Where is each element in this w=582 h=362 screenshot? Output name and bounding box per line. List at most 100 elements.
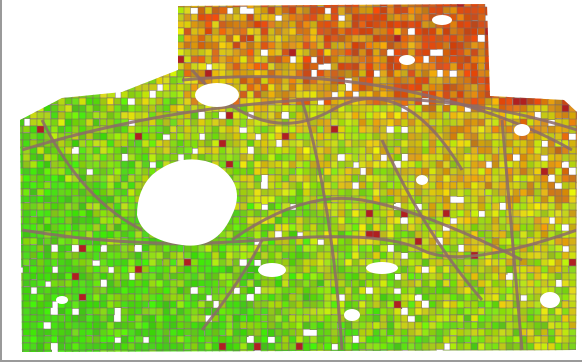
parcel xyxy=(282,336,289,343)
parcel xyxy=(506,84,514,92)
parcel xyxy=(86,0,93,8)
parcel xyxy=(58,315,64,322)
parcel xyxy=(93,140,101,146)
parcel xyxy=(79,35,86,42)
parcel xyxy=(44,196,52,202)
parcel xyxy=(135,35,143,43)
parcel xyxy=(569,35,576,43)
parcel xyxy=(156,350,163,357)
parcel xyxy=(317,210,324,217)
parcel xyxy=(268,196,275,202)
parcel xyxy=(9,91,16,99)
parcel xyxy=(408,280,415,287)
parcel xyxy=(275,63,282,70)
parcel xyxy=(16,343,24,351)
parcel xyxy=(163,357,170,360)
parcel xyxy=(436,126,443,134)
parcel xyxy=(380,168,387,176)
parcel xyxy=(212,63,220,69)
parcel xyxy=(107,21,115,28)
parcel xyxy=(499,273,506,280)
parcel xyxy=(555,329,563,336)
parcel xyxy=(324,126,332,134)
parcel xyxy=(352,357,359,360)
parcel xyxy=(100,133,108,141)
parcel xyxy=(93,154,100,161)
parcel xyxy=(394,140,402,146)
parcel xyxy=(23,210,31,217)
parcel xyxy=(429,315,437,321)
parcel xyxy=(345,49,352,56)
parcel xyxy=(51,42,58,49)
parcel xyxy=(324,273,332,280)
parcel xyxy=(520,49,527,57)
parcel xyxy=(135,280,143,287)
parcel xyxy=(345,336,353,343)
parcel xyxy=(576,343,582,351)
parcel xyxy=(37,7,44,15)
parcel xyxy=(331,7,338,14)
parcel xyxy=(576,175,582,183)
parcel xyxy=(93,203,101,210)
parcel xyxy=(520,63,528,71)
parcel xyxy=(254,28,261,36)
parcel xyxy=(79,315,87,322)
parcel xyxy=(9,210,16,217)
parcel xyxy=(394,28,402,35)
parcel xyxy=(499,294,506,301)
parcel xyxy=(527,280,534,287)
parcel xyxy=(163,343,170,350)
parcel xyxy=(121,70,129,77)
parcel xyxy=(142,98,150,106)
parcel xyxy=(9,140,15,147)
parcel xyxy=(387,140,394,147)
parcel xyxy=(23,21,31,29)
parcel xyxy=(170,35,178,43)
parcel xyxy=(9,35,17,42)
parcel xyxy=(149,357,157,360)
parcel xyxy=(16,182,24,189)
parcel xyxy=(30,329,37,337)
parcel xyxy=(2,63,10,71)
parcel xyxy=(198,14,205,21)
parcel xyxy=(86,343,94,350)
parcel xyxy=(72,336,79,343)
parcel xyxy=(191,315,199,322)
parcel xyxy=(219,161,226,168)
parcel xyxy=(527,189,535,196)
parcel xyxy=(338,182,346,189)
parcel xyxy=(16,301,23,308)
parcel xyxy=(464,245,471,252)
parcel xyxy=(254,140,261,148)
parcel xyxy=(296,112,304,120)
parcel xyxy=(450,182,457,189)
parcel xyxy=(212,294,219,301)
parcel xyxy=(317,273,324,281)
parcel xyxy=(44,63,51,71)
parcel xyxy=(282,315,289,323)
parcel xyxy=(457,77,464,84)
parcel xyxy=(149,322,157,329)
parcel xyxy=(16,0,24,7)
parcel xyxy=(415,21,422,28)
parcel xyxy=(100,168,107,176)
parcel xyxy=(324,315,332,322)
parcel xyxy=(499,28,507,35)
parcel xyxy=(555,70,562,78)
parcel xyxy=(58,14,65,21)
parcel xyxy=(387,357,394,360)
parcel xyxy=(9,308,16,316)
parcel xyxy=(93,280,101,286)
parcel xyxy=(205,7,213,14)
parcel xyxy=(268,28,275,36)
parcel xyxy=(128,301,135,308)
parcel xyxy=(324,182,332,189)
parcel xyxy=(492,161,499,169)
parcel xyxy=(100,70,107,78)
parcel xyxy=(177,140,183,146)
parcel xyxy=(415,273,421,279)
parcel xyxy=(289,49,297,56)
parcel xyxy=(177,28,184,35)
parcel xyxy=(352,343,359,350)
parcel xyxy=(415,49,423,57)
